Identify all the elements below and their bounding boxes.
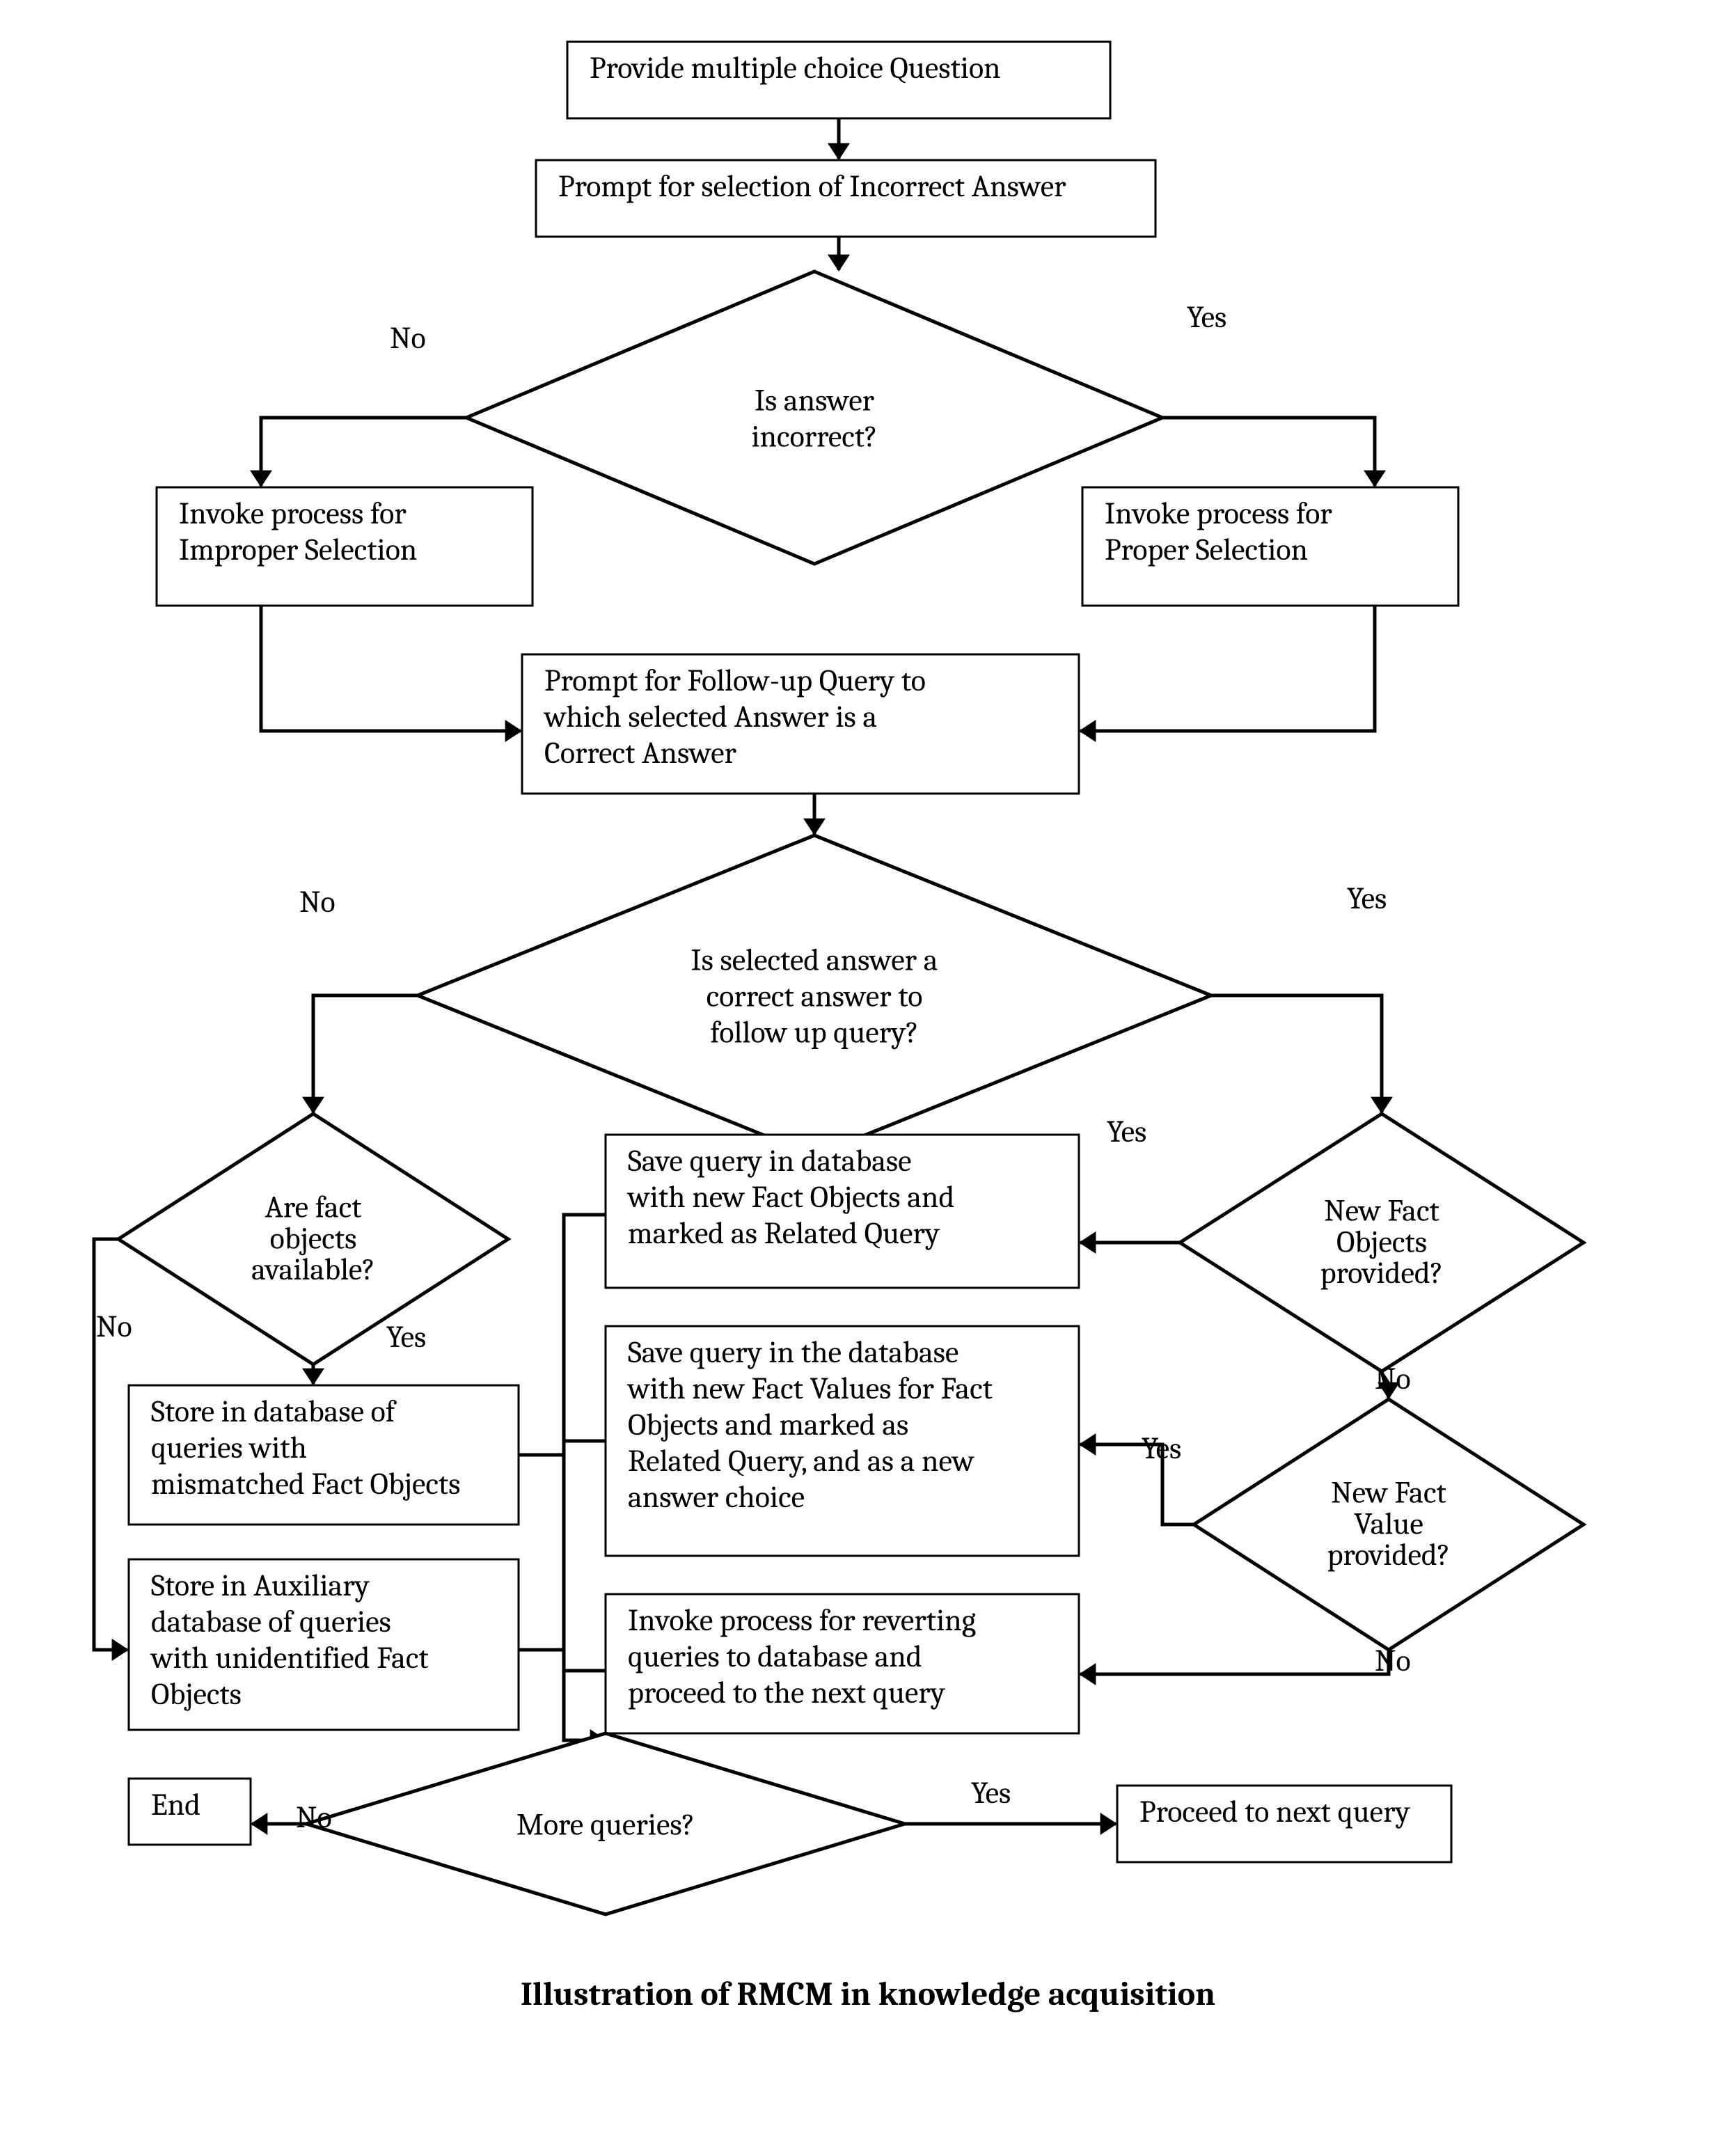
edge-label: No xyxy=(296,1799,332,1835)
edge-label: Yes xyxy=(1142,1431,1181,1466)
edge-label: Yes xyxy=(1107,1114,1146,1149)
node-label: Invoke process for xyxy=(179,496,407,531)
node-label: Prompt for Follow-up Query to xyxy=(544,663,926,698)
node-label: Objects xyxy=(1336,1224,1427,1259)
edge-label: No xyxy=(96,1309,132,1344)
node-label: End xyxy=(151,1787,200,1822)
edge-label: No xyxy=(390,320,426,356)
node-label: Save query in database xyxy=(628,1143,912,1179)
node-label: mismatched Fact Objects xyxy=(151,1466,460,1502)
node-label: correct answer to xyxy=(707,978,923,1014)
node-label: follow up query? xyxy=(710,1014,919,1050)
node-label: with new Fact Values for Fact xyxy=(626,1371,993,1406)
node-label: objects xyxy=(270,1220,357,1256)
node-label: Are fact xyxy=(265,1189,363,1224)
edge-label: Yes xyxy=(971,1775,1011,1811)
node-label: Store in Auxiliary xyxy=(151,1568,370,1603)
node-label: which selected Answer is a xyxy=(543,699,877,734)
edge-label: No xyxy=(1375,1361,1411,1396)
figure-caption: Illustration of RMCM in knowledge acquis… xyxy=(521,1975,1215,2013)
edge-label: Yes xyxy=(386,1319,426,1355)
node-label: provided? xyxy=(1320,1255,1444,1291)
node-label: Improper Selection xyxy=(179,532,417,567)
node-label: Provide multiple choice Question xyxy=(590,50,1001,86)
node-label: Proper Selection xyxy=(1105,532,1308,567)
node-label: with unidentified Fact xyxy=(150,1640,429,1676)
node-label: incorrect? xyxy=(751,418,877,454)
node-label: proceed to the next query xyxy=(628,1675,946,1710)
node-label: available? xyxy=(251,1252,375,1287)
edge-label: Yes xyxy=(1347,881,1387,916)
node-label: Related Query, and as a new xyxy=(628,1443,974,1479)
node-label: marked as Related Query xyxy=(628,1215,940,1251)
node-label: Invoke process for xyxy=(1105,496,1332,531)
node-label: queries with xyxy=(151,1430,307,1465)
node-label: answer choice xyxy=(628,1479,805,1515)
node-label: Prompt for selection of Incorrect Answer xyxy=(558,168,1066,204)
node-label: Proceed to next query xyxy=(1139,1794,1410,1829)
node-label: More queries? xyxy=(516,1806,695,1842)
edge-label: No xyxy=(299,884,336,920)
node-label: Is answer xyxy=(755,382,875,418)
edge-label: No xyxy=(1375,1643,1411,1678)
node-label: Is selected answer a xyxy=(691,942,938,977)
node-label: queries to database and xyxy=(628,1639,922,1674)
node-label: provided? xyxy=(1327,1537,1451,1573)
node-label: Value xyxy=(1354,1506,1423,1541)
edge-label: Yes xyxy=(1187,299,1226,335)
node-label: Objects xyxy=(151,1676,242,1712)
node-label: Invoke process for reverting xyxy=(628,1602,976,1638)
node-label: Objects and marked as xyxy=(628,1407,908,1442)
node-label: Store in database of xyxy=(151,1394,397,1429)
node-label: Correct Answer xyxy=(544,735,736,771)
node-label: database of queries xyxy=(151,1604,391,1639)
node-label: New Fact xyxy=(1331,1474,1446,1510)
node-label: with new Fact Objects and xyxy=(626,1179,954,1215)
node-label: Save query in the database xyxy=(628,1334,958,1370)
node-label: New Fact xyxy=(1324,1192,1439,1228)
